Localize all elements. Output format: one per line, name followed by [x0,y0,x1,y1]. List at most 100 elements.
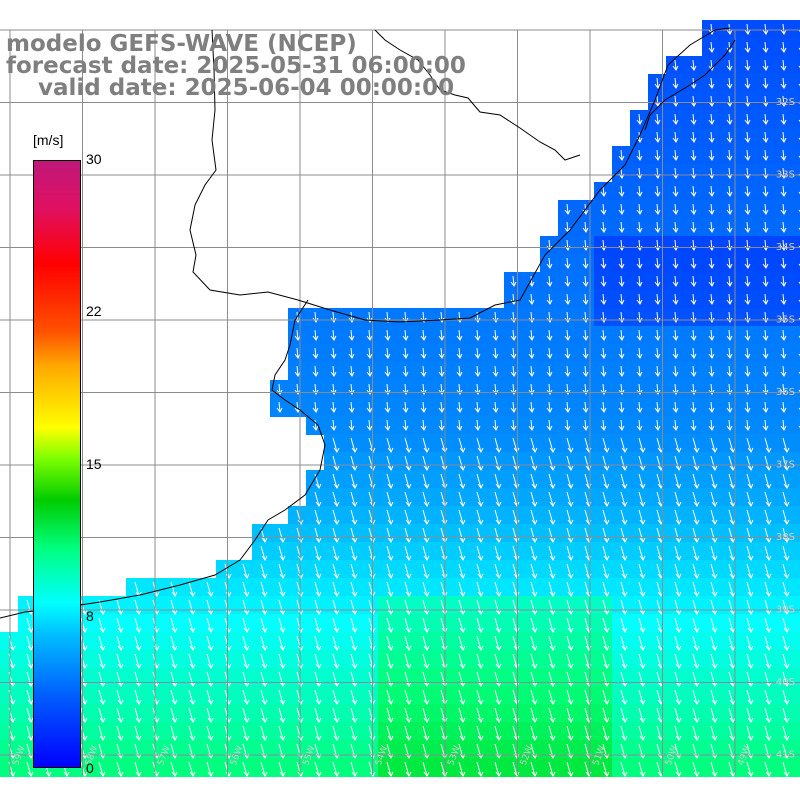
wind-arrow [728,455,736,471]
wind-arrow [548,491,556,507]
wind-cell [396,596,415,615]
wind-arrow [566,671,574,687]
wind-arrow [530,725,538,741]
wind-cell [288,722,307,741]
wind-arrow [458,635,466,651]
wind-arrow [618,419,625,431]
wind-arrow [98,617,106,633]
wind-arrow [710,599,718,615]
wind-arrow [278,527,286,543]
wind-arrow [690,275,697,287]
wind-arrow [708,203,715,215]
wind-arrow [602,527,610,543]
lat-label: 36S [776,387,795,398]
wind-arrow [494,761,502,777]
wind-arrow [746,473,754,489]
wind-cell [378,704,397,723]
wind-cell [702,650,721,669]
wind-cell [612,686,631,705]
wind-cell [468,650,487,669]
wind-cell [144,650,163,669]
wind-arrow [420,329,427,341]
wind-arrow [116,653,124,669]
wind-arrow [600,221,607,233]
wind-cell [18,740,37,759]
wind-cell [756,758,775,777]
wind-arrow [636,257,643,269]
wind-cell [126,686,145,705]
wind-arrow [638,707,646,723]
wind-cell [486,488,505,507]
wind-cell [378,488,397,507]
wind-cell [216,686,235,705]
wind-arrow [314,599,322,615]
wind-cell [612,650,631,669]
wind-arrow [242,725,250,741]
wind-arrow [206,671,214,687]
wind-cell [414,542,433,561]
wind-cell [468,686,487,705]
wind-arrow [548,581,556,597]
wind-arrow [762,419,769,431]
wind-cell [792,704,800,723]
wind-arrow [422,653,430,669]
wind-cell [342,542,361,561]
wind-arrow [762,293,769,305]
forecast-date: forecast date: 2025-05-31 06:00:00 [6,53,466,79]
wind-arrow [384,401,391,413]
wind-arrow [98,689,106,705]
wind-arrow [422,707,430,723]
wind-cell [432,596,451,615]
wind-cell [576,560,595,579]
wind-cell [792,758,800,777]
wind-arrow [438,347,445,359]
wind-arrow [672,59,679,71]
wind-arrow [726,329,733,341]
wind-arrow [690,257,697,269]
wind-arrow [780,95,787,107]
wind-cell [360,704,379,723]
lat-label: 41S [776,750,795,761]
lat-label: 39S [776,605,795,616]
wind-cell [738,650,757,669]
wind-cell [738,470,757,489]
wind-arrow [170,725,178,741]
wind-cell [504,434,523,453]
wind-arrow [764,509,772,525]
wind-arrow [710,761,718,777]
wind-arrow [312,347,319,359]
wind-arrow [458,599,466,615]
wind-arrow [602,725,610,741]
wind-cell [648,524,667,543]
wind-arrow [474,329,481,341]
wind-cell [684,452,703,471]
wind-cell [684,596,703,615]
wind-cell [342,686,361,705]
wind-cell [792,146,800,165]
wind-arrow [672,275,679,287]
wind-cell [792,524,800,543]
wind-cell [630,614,649,633]
wind-arrow [98,671,106,687]
wind-arrow [312,419,319,431]
wind-arrow [404,653,412,669]
wind-arrow [530,491,538,507]
wind-cell [630,722,649,741]
wind-cell [720,686,739,705]
wind-arrow [494,617,502,633]
wind-cell [396,686,415,705]
wind-arrow [348,365,355,377]
wind-arrow [764,473,772,489]
wind-cell [774,758,793,777]
wind-arrow [600,185,607,197]
wind-cell [792,164,800,183]
wind-cell [774,506,793,525]
wind-arrow [726,347,733,359]
wind-cell [306,506,325,525]
wind-arrow [422,509,430,525]
wind-arrow [726,185,733,197]
wind-arrow [690,59,697,71]
wind-cell [540,668,559,687]
wind-cell [522,614,541,633]
wind-cell [504,488,523,507]
